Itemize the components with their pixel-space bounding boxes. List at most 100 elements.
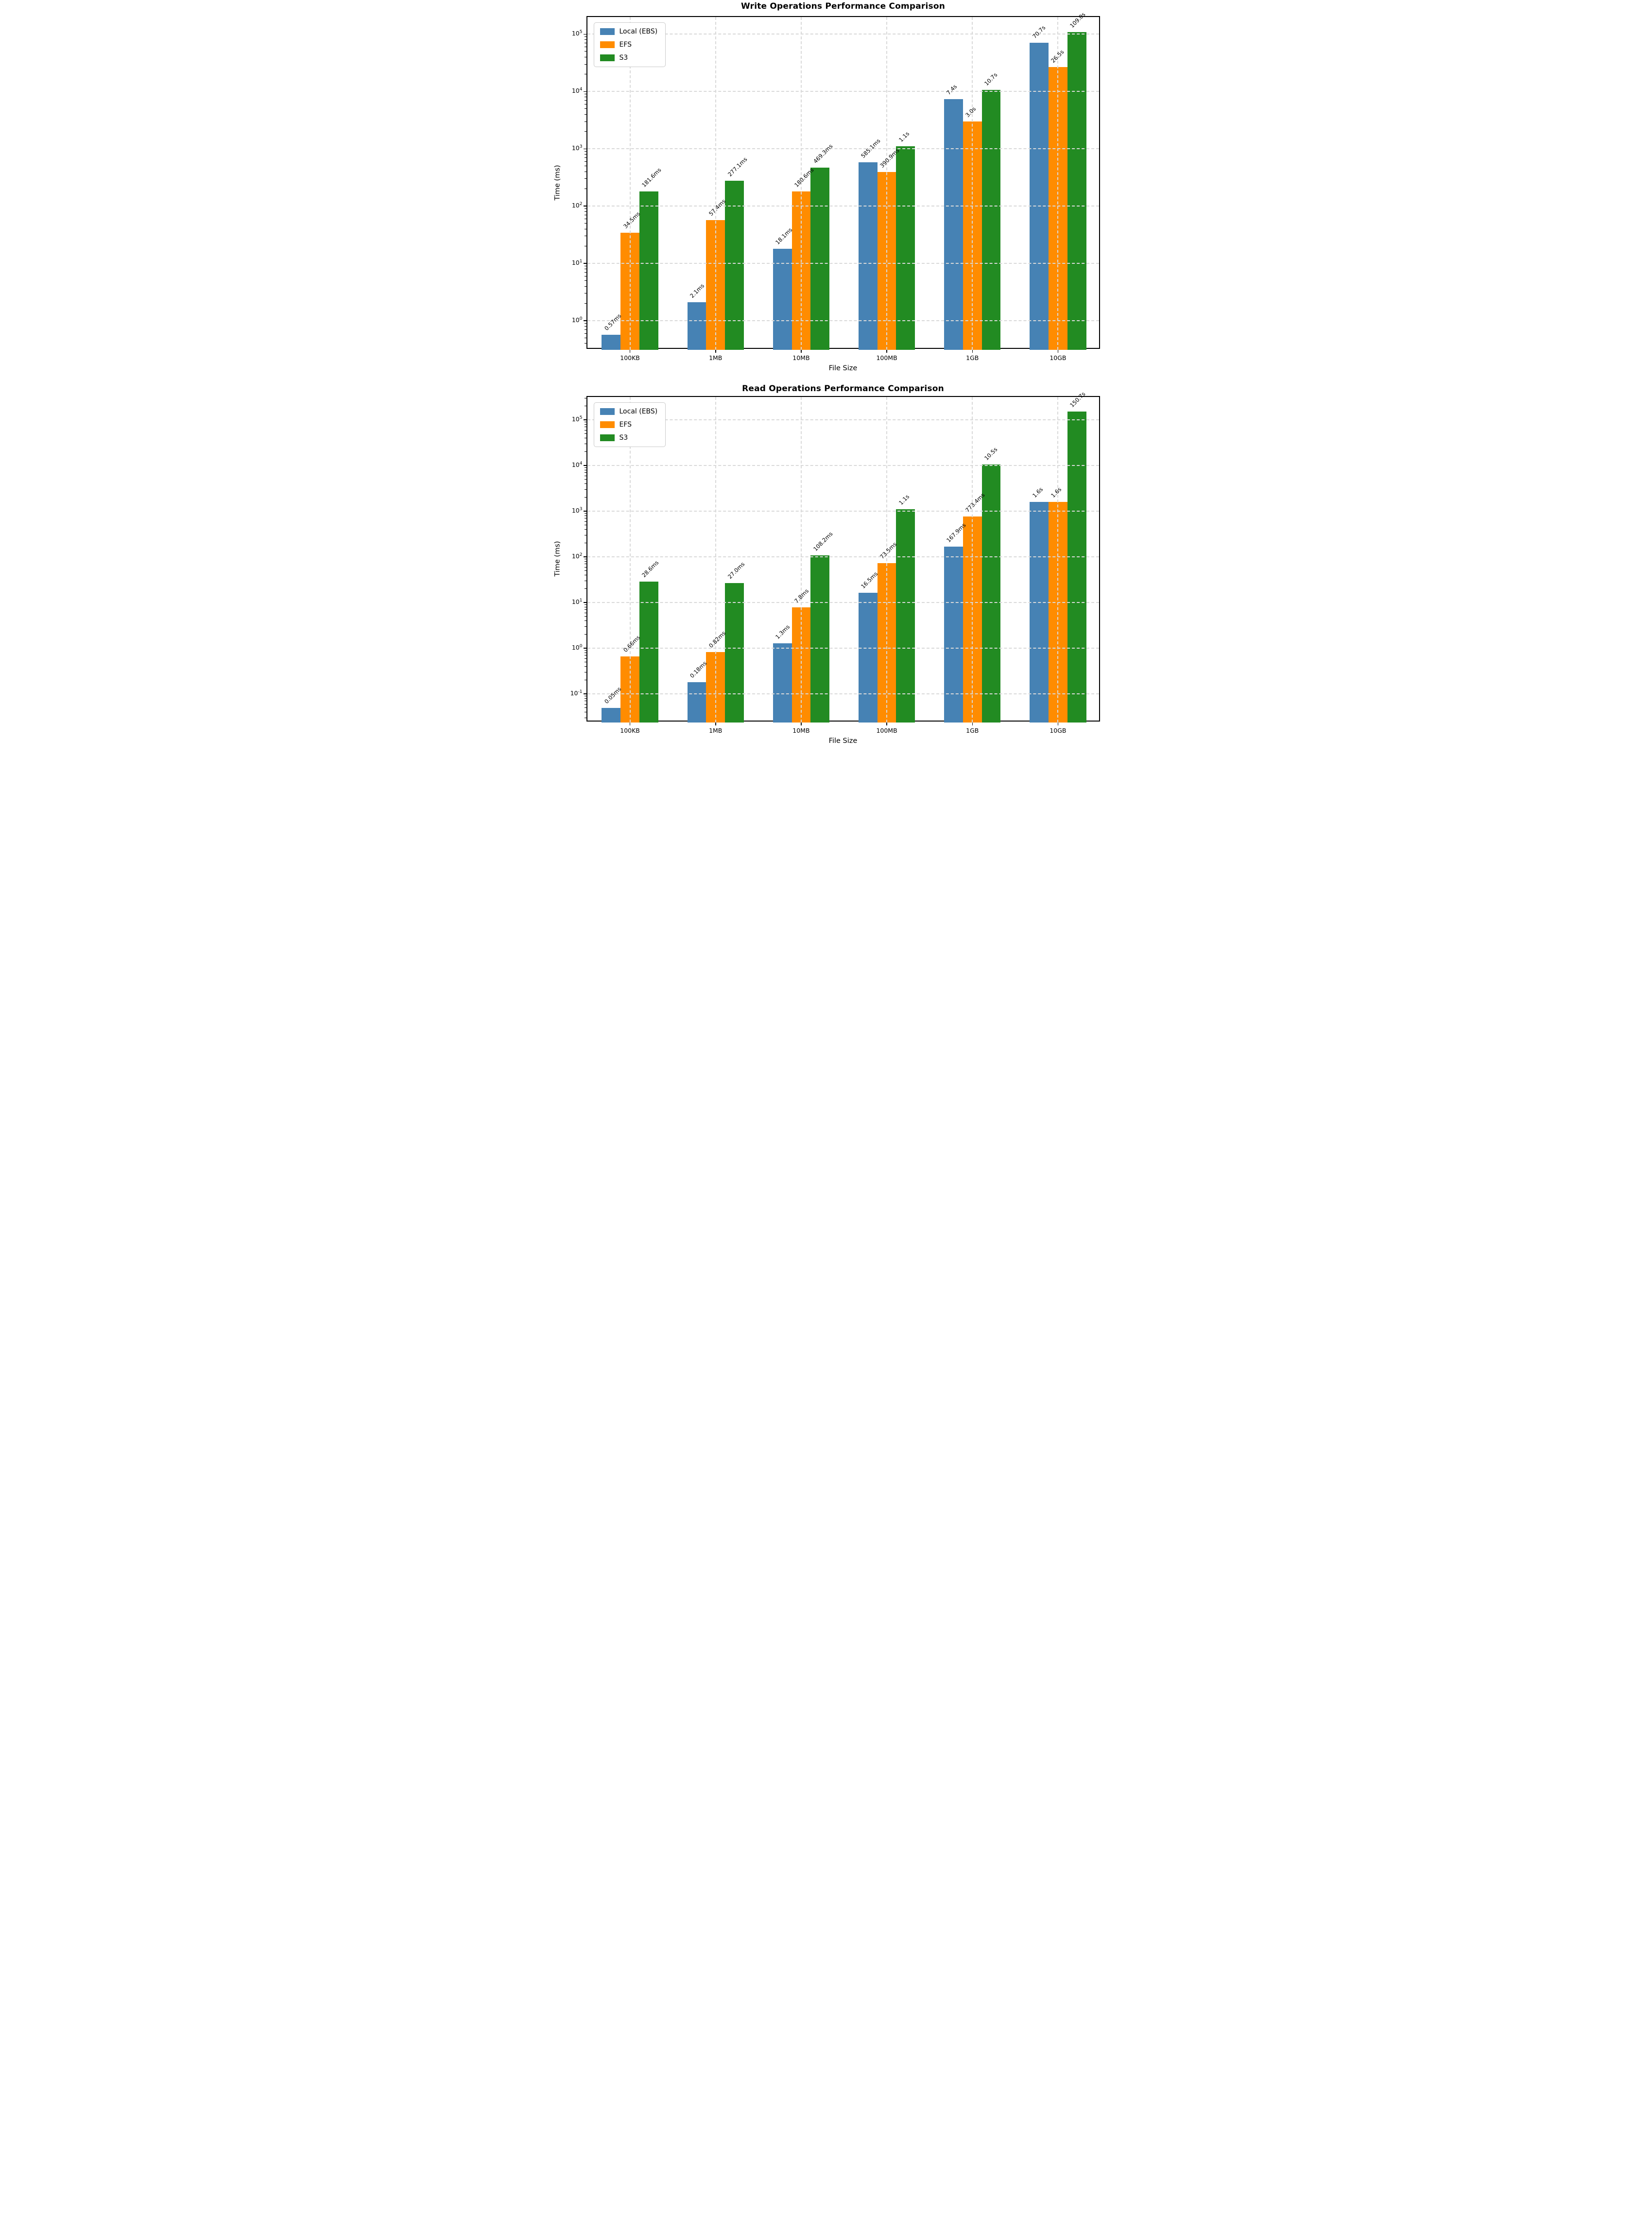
bar-s3-100kb xyxy=(639,582,658,723)
y-minor-tick xyxy=(585,497,586,498)
write-plot-area: 0.57ms 2.1ms 18.1ms 585.1ms 7.4s 70.7s 34.5ms 5… xyxy=(572,11,1100,361)
bar-value-label: 10.7s xyxy=(983,71,999,87)
y-major-tick xyxy=(583,602,586,603)
y-minor-tick xyxy=(585,529,586,530)
x-tick-label: 1MB xyxy=(709,354,723,361)
x-major-tick xyxy=(801,350,802,353)
legend-label: EFS xyxy=(619,421,632,429)
y-minor-tick xyxy=(585,472,586,473)
bar-local-ebs-10gb xyxy=(1030,43,1049,350)
bar-local-ebs-10mb xyxy=(773,643,792,723)
bar-s3-10gb xyxy=(1067,412,1086,723)
y-minor-tick xyxy=(585,561,586,562)
bar-value-label: 34.5ms xyxy=(621,210,641,230)
bar-s3-1gb xyxy=(981,465,1001,723)
y-minor-tick xyxy=(585,567,586,568)
y-tick-label: 102 xyxy=(571,552,583,560)
y-minor-tick xyxy=(585,588,586,589)
legend-label: S3 xyxy=(619,54,628,62)
y-major-tick xyxy=(583,556,586,557)
bar-value-label: 16.5ms xyxy=(860,570,879,590)
y-gridline xyxy=(587,419,1099,421)
y-gridline xyxy=(587,320,1099,322)
bar-s3-1mb xyxy=(725,181,744,350)
y-minor-tick xyxy=(585,323,586,324)
y-gridline xyxy=(587,511,1099,512)
x-major-tick xyxy=(886,350,887,353)
bar-value-label: 2.1ms xyxy=(688,282,706,300)
y-minor-tick xyxy=(585,424,586,425)
y-major-tick xyxy=(583,648,586,649)
y-major-tick xyxy=(583,511,586,512)
bar-s3-1gb xyxy=(981,89,1001,350)
x-gridline xyxy=(800,397,802,723)
y-minor-tick xyxy=(585,36,586,37)
bar-s3-10mb xyxy=(810,555,830,723)
legend-entry: S3 xyxy=(600,434,658,442)
y-minor-tick xyxy=(585,272,586,273)
y-minor-tick xyxy=(585,704,586,705)
x-tick-label: 100MB xyxy=(876,727,897,734)
bar-value-label: 10.5s xyxy=(983,446,999,462)
legend-entry: EFS xyxy=(600,421,658,429)
legend: Local (EBS) EFS S3 xyxy=(593,402,666,447)
x-major-tick xyxy=(886,723,887,725)
write-x-axis-label: File Size xyxy=(828,364,858,372)
y-minor-tick xyxy=(585,479,586,480)
x-major-tick xyxy=(972,350,973,353)
y-minor-tick xyxy=(585,208,586,209)
bar-value-label: 1.3ms xyxy=(774,623,792,640)
legend-swatch-efs xyxy=(600,41,615,48)
bar-local-ebs-1gb xyxy=(944,99,963,350)
legend-label: EFS xyxy=(619,41,632,49)
bar-value-label: 28.6ms xyxy=(640,559,660,579)
x-tick-label: 10MB xyxy=(792,727,810,734)
y-gridline xyxy=(587,693,1099,695)
bar-s3-100mb xyxy=(896,146,915,350)
y-tick-label: 105 xyxy=(571,30,583,37)
bar-value-label: 1.6s xyxy=(1050,485,1063,499)
x-tick-label: 10GB xyxy=(1050,354,1067,361)
y-minor-tick xyxy=(585,604,586,605)
bar-value-label: 57.4ms xyxy=(707,197,727,217)
y-minor-tick xyxy=(585,666,586,667)
y-minor-tick xyxy=(585,489,586,490)
bar-local-ebs-1mb xyxy=(687,302,706,350)
y-tick-label: 105 xyxy=(571,415,583,423)
bar-s3-1mb xyxy=(725,583,744,723)
bar-value-label: 27.0ms xyxy=(726,560,746,580)
y-minor-tick xyxy=(585,620,586,621)
bar-local-ebs-100mb xyxy=(858,592,878,723)
y-minor-tick xyxy=(585,570,586,571)
x-tick-label: 10MB xyxy=(792,354,810,361)
x-major-tick xyxy=(715,723,716,725)
bar-value-label: 0.82ms xyxy=(707,630,727,650)
bar-s3-100mb xyxy=(896,509,915,723)
x-major-tick xyxy=(1057,350,1059,353)
y-tick-label: 103 xyxy=(571,507,583,515)
x-gridline xyxy=(800,17,802,350)
y-minor-tick xyxy=(585,280,586,281)
y-gridline xyxy=(587,648,1099,649)
y-minor-tick xyxy=(585,467,586,468)
y-tick-label: 104 xyxy=(571,87,583,95)
y-minor-tick xyxy=(585,161,586,162)
x-major-tick xyxy=(801,723,802,725)
y-minor-tick xyxy=(585,343,586,344)
bar-value-label: 109.0s xyxy=(1068,11,1087,30)
bar-value-label: 1.1s xyxy=(897,493,911,507)
read-plot-area: 0.05ms 0.18ms 1.3ms 16.5ms 167.9ms 1.6s 0.66ms… xyxy=(570,391,1100,734)
write-operations-figure: Write Operations Performance Comparison … xyxy=(551,0,1101,373)
x-tick-label: 1GB xyxy=(966,354,979,361)
y-minor-tick xyxy=(585,151,586,152)
y-minor-tick xyxy=(585,658,586,659)
y-tick-label: 101 xyxy=(571,598,583,606)
y-major-tick xyxy=(583,263,586,264)
y-minor-tick xyxy=(585,64,586,65)
y-minor-tick xyxy=(585,698,586,699)
x-tick-label: 100KB xyxy=(620,354,640,361)
x-tick-label: 100KB xyxy=(620,727,640,734)
x-gridline xyxy=(886,397,888,723)
y-minor-tick xyxy=(585,626,586,627)
x-gridline xyxy=(1057,397,1059,723)
